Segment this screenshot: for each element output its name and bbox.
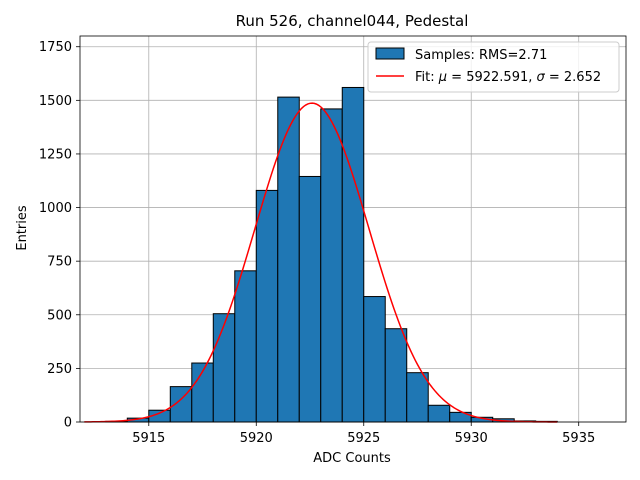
x-tick-label: 5920 <box>240 431 273 446</box>
y-axis-ticks: 0 250 500 750 1000 1250 1500 1750 <box>39 40 80 431</box>
legend: Samples: RMS=2.71 Fit: μ = 5922.591, σ =… <box>367 41 620 93</box>
legend-fit-prefix: Fit: <box>415 70 439 85</box>
legend-fit-mu-value: = 5922.591, <box>447 70 536 85</box>
histogram-bar <box>212 313 236 423</box>
histogram-bar <box>234 270 257 423</box>
y-tick-label: 250 <box>47 362 72 377</box>
x-tick-label: 5915 <box>132 431 165 446</box>
x-axis-label: ADC Counts <box>313 451 391 466</box>
x-tick-label: 5930 <box>455 431 488 446</box>
legend-fit-sigma-value: = 2.652 <box>545 70 601 85</box>
histogram-bar <box>406 372 429 423</box>
legend-samples-label: Samples: RMS=2.71 <box>415 48 547 63</box>
y-tick-label: 750 <box>47 255 72 270</box>
histogram-bar <box>320 108 343 423</box>
legend-box <box>367 41 620 93</box>
y-tick-label: 0 <box>64 416 72 431</box>
histogram-bar <box>341 86 365 423</box>
y-tick-label: 1000 <box>39 201 72 216</box>
x-tick-label: 5935 <box>562 431 595 446</box>
x-axis-ticks: 5915 5920 5925 5930 5935 <box>132 422 595 446</box>
histogram-bar <box>255 189 279 423</box>
y-tick-label: 500 <box>47 308 72 323</box>
legend-fit-mu-symbol: μ <box>438 70 447 85</box>
gaussian-fit-curve <box>84 102 558 423</box>
y-tick-label: 1750 <box>39 40 72 55</box>
histogram-bar <box>427 404 451 423</box>
histogram-bar <box>298 175 322 423</box>
legend-fit-label: Fit: μ = 5922.591, σ = 2.652 <box>415 70 601 85</box>
legend-fit-sigma-symbol: σ <box>537 70 546 85</box>
legend-samples-swatch <box>375 47 405 60</box>
y-axis-label: Entries <box>15 205 30 251</box>
y-tick-label: 1500 <box>39 94 72 109</box>
y-tick-label: 1250 <box>39 147 72 162</box>
histogram-bar <box>384 328 408 423</box>
histogram-bar <box>363 296 386 423</box>
chart-title: Run 526, channel044, Pedestal <box>236 12 469 30</box>
axes-frame <box>79 35 627 423</box>
x-tick-label: 5925 <box>347 431 380 446</box>
